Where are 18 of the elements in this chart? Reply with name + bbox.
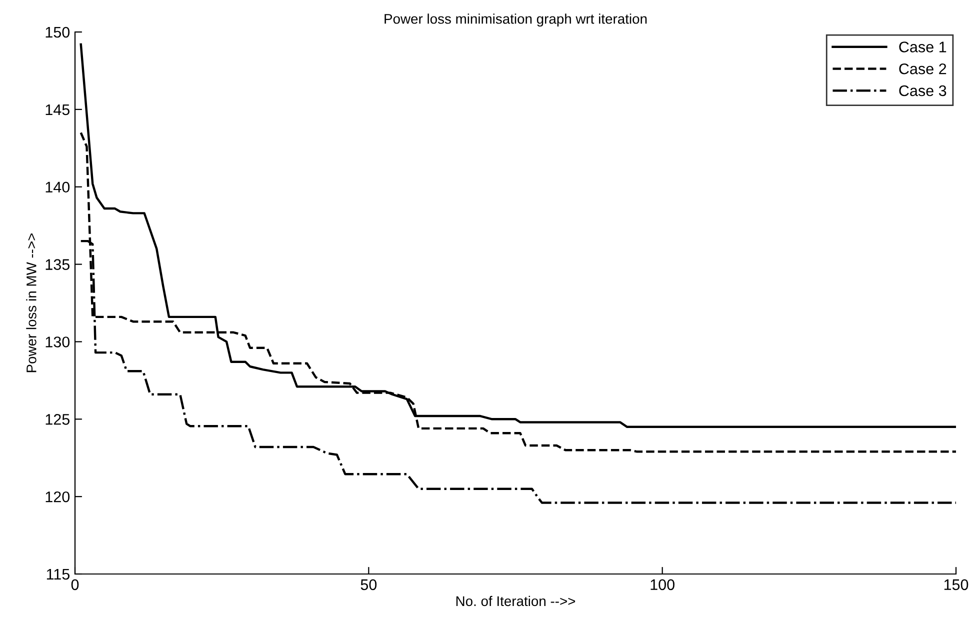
legend-label: Case 1	[899, 42, 946, 52]
y-tick-label: 115	[46, 569, 70, 580]
y-tick-label: 120	[46, 491, 70, 502]
chart-title: Power loss minimisation graph wrt iteration	[384, 14, 647, 27]
y-tick-label: 125	[46, 414, 70, 425]
y-tick-label: 140	[46, 182, 70, 193]
legend-label: Case 2	[899, 63, 946, 74]
x-tick-label: 50	[360, 579, 377, 590]
y-tick-label: 150	[46, 26, 70, 38]
x-tick-label: 150	[944, 579, 968, 590]
y-tick-label: 130	[46, 336, 70, 348]
x-tick-label: 0	[71, 579, 79, 590]
y-axis-title: Power loss in MW -->>	[26, 233, 36, 372]
x-tick-label: 100	[650, 579, 674, 590]
y-tick-label: 135	[46, 259, 70, 270]
x-axis-title: No. of Iteration -->>	[456, 596, 576, 606]
y-tick-label: 145	[46, 104, 70, 116]
legend-label: Case 3	[899, 85, 946, 96]
